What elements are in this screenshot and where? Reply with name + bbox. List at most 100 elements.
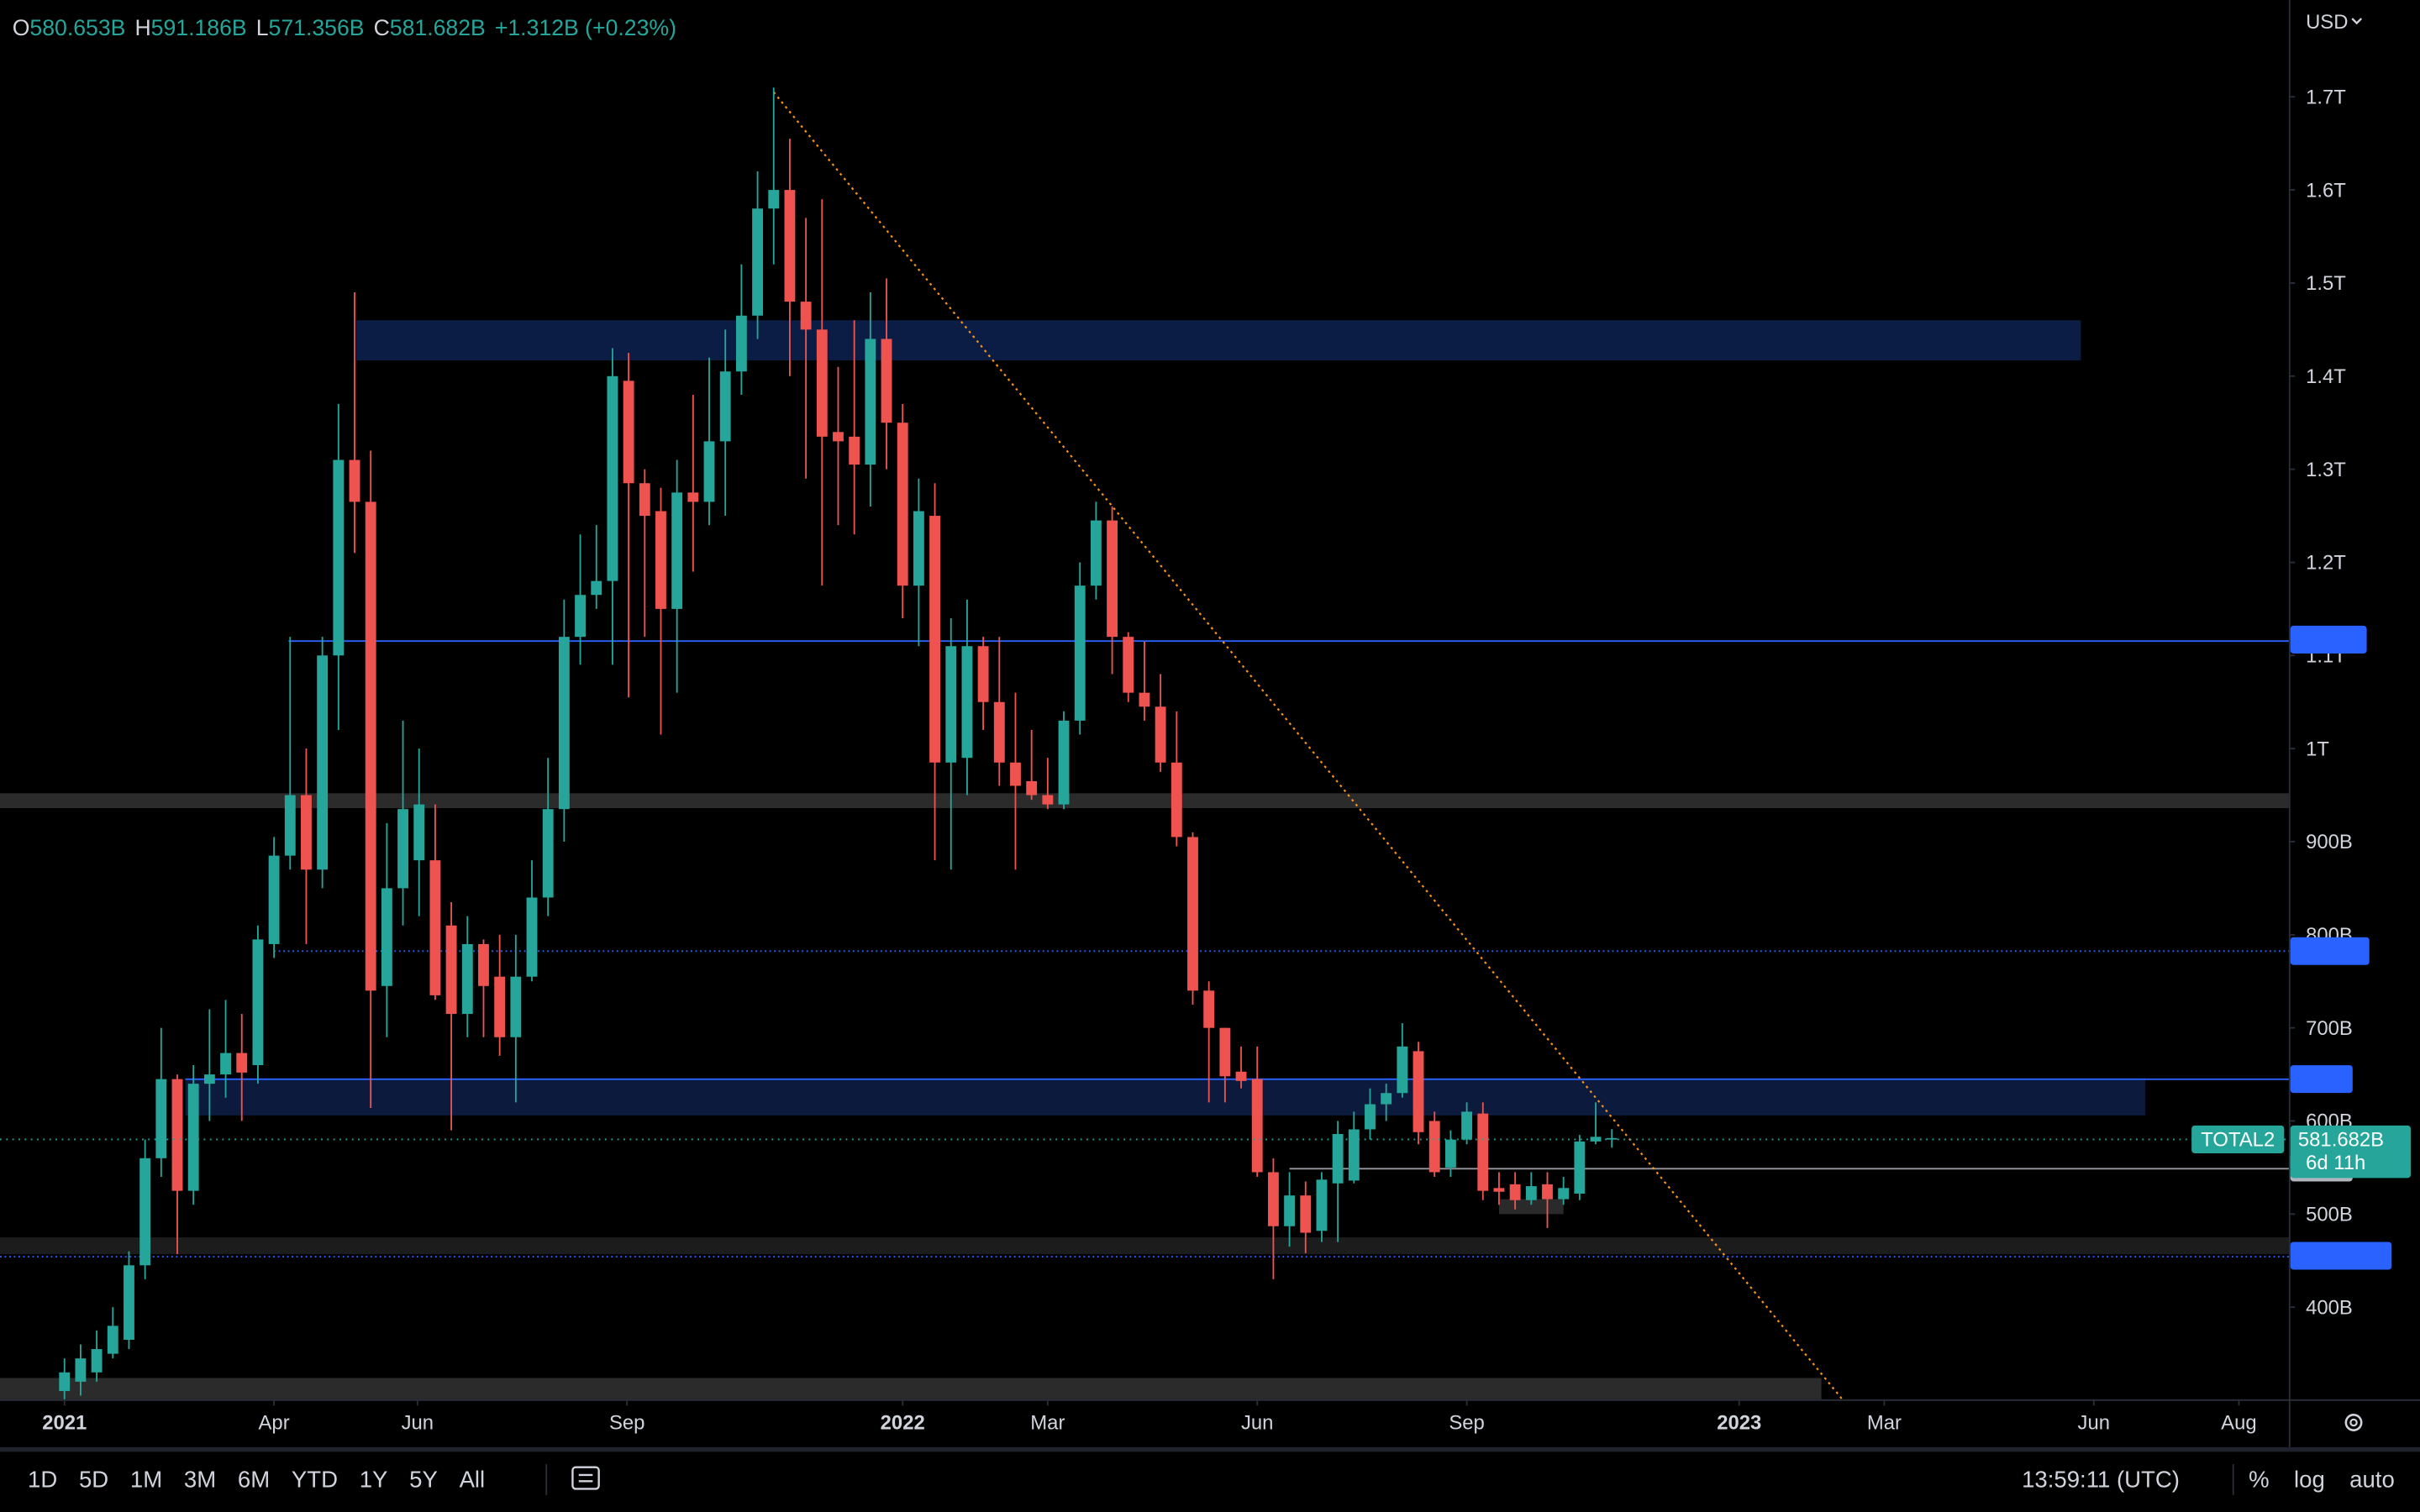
last-price-box — [2290, 1125, 2411, 1179]
candle-body — [833, 432, 844, 442]
candle-body — [59, 1372, 71, 1391]
range-button[interactable]: 1D — [28, 1467, 57, 1493]
candle-body — [139, 1158, 151, 1266]
toolbar-separator — [0, 1446, 2420, 1452]
candle-body — [1123, 637, 1134, 693]
candle-body — [558, 637, 570, 810]
legend-value: 580.653B — [29, 15, 125, 40]
candle-body — [671, 492, 683, 609]
candle-body — [752, 208, 763, 316]
candle-body — [381, 888, 392, 986]
candle-body — [510, 976, 522, 1037]
range-button[interactable]: 1M — [130, 1467, 162, 1493]
legend-value: 591.186B — [151, 15, 247, 40]
candle-body — [1090, 520, 1102, 586]
price-tag: 645B — [2290, 1065, 2353, 1094]
candle-body — [1155, 706, 1166, 763]
zone — [0, 1237, 2289, 1255]
range-button[interactable]: 1Y — [360, 1467, 388, 1493]
range-button[interactable]: 5Y — [409, 1467, 438, 1493]
legend-key: H — [134, 15, 150, 40]
zone — [185, 1078, 2146, 1116]
candle-body — [961, 646, 973, 759]
candle-body — [1590, 1137, 1602, 1142]
ohlc-legend: O580.653B H591.186B L571.356B C581.682B +1.3… — [13, 15, 676, 40]
x-tick-label: Sep — [609, 1412, 644, 1435]
candle-body — [365, 501, 376, 991]
currency-chevron — [2351, 18, 2363, 25]
x-tick-label: Mar — [1867, 1412, 1902, 1435]
candle-body — [993, 701, 1005, 763]
plot-area — [0, 87, 2289, 1401]
price-tag-box — [2290, 1242, 2392, 1270]
range-button[interactable]: YTD — [292, 1467, 338, 1493]
candle-body — [1074, 585, 1086, 721]
candle-body — [816, 329, 828, 437]
x-tick-label: Apr — [259, 1412, 290, 1435]
compare-lines — [578, 1473, 593, 1483]
candle-body — [1509, 1184, 1521, 1200]
price-tag: 782.5B — [2290, 937, 2370, 965]
legend-change: +1.312B (+0.23%) — [495, 15, 676, 40]
candle-body — [687, 492, 699, 502]
candle-body — [1428, 1121, 1440, 1173]
candle-body — [800, 302, 812, 330]
legend-key: O — [13, 15, 30, 40]
candle-body — [526, 897, 538, 977]
candle-body — [1010, 762, 1021, 786]
candle-body — [1300, 1195, 1312, 1233]
candle-body — [1365, 1104, 1376, 1130]
candle-body — [1284, 1195, 1296, 1226]
settings-icon[interactable] — [2344, 1414, 2363, 1431]
symbol-tag-box — [2191, 1125, 2285, 1153]
candle-body — [1026, 780, 1038, 795]
range-button[interactable]: All — [460, 1467, 486, 1493]
candle-body — [1413, 1051, 1424, 1132]
candle-body — [735, 315, 747, 372]
candle-body — [301, 795, 312, 870]
candle-body — [784, 190, 796, 302]
candle-body — [1493, 1188, 1505, 1192]
scale-option[interactable]: % — [2249, 1467, 2269, 1493]
candle-body — [252, 939, 264, 1066]
scale-option[interactable]: log — [2294, 1467, 2325, 1493]
candle-body — [1558, 1188, 1570, 1200]
y-tick-label: 1.4T — [2306, 365, 2346, 388]
candle-body — [719, 371, 731, 442]
candle-body — [1477, 1113, 1489, 1191]
legend-key: L — [256, 15, 269, 40]
range-button[interactable]: 6M — [238, 1467, 270, 1493]
clock: 13:59:11 (UTC) — [2022, 1467, 2180, 1493]
candle-body — [171, 1079, 183, 1191]
y-tick-label: 1.5T — [2306, 272, 2346, 295]
candle-body — [429, 860, 441, 995]
candle-body — [413, 804, 425, 861]
price-tag: 455.225B — [2290, 1242, 2392, 1270]
candle-body — [1267, 1172, 1279, 1226]
candle-body — [155, 1079, 167, 1158]
scale-option[interactable]: auto — [2349, 1467, 2395, 1493]
candle-body — [977, 646, 989, 702]
candle-body — [494, 976, 506, 1037]
candle-body — [591, 580, 602, 596]
gear-core — [2349, 1418, 2358, 1427]
candle-body — [639, 483, 650, 517]
range-button[interactable]: 3M — [184, 1467, 216, 1493]
currency-label[interactable]: USD — [2306, 11, 2348, 34]
candle-body — [75, 1358, 87, 1382]
candle-body — [1107, 520, 1118, 638]
x-tick-label: 2023 — [1717, 1412, 1761, 1435]
candle-body — [1058, 720, 1070, 805]
x-tick-label: 2021 — [42, 1412, 87, 1435]
candle-body — [1381, 1093, 1392, 1105]
compare-icon[interactable] — [571, 1466, 600, 1490]
candle-body — [236, 1053, 248, 1073]
candle-body — [881, 339, 892, 423]
candle-body — [124, 1265, 134, 1340]
range-button[interactable]: 5D — [79, 1467, 108, 1493]
x-tick-label: Jun — [2078, 1412, 2110, 1435]
candle-body — [542, 809, 554, 898]
x-tick-label: Aug — [2221, 1412, 2256, 1435]
